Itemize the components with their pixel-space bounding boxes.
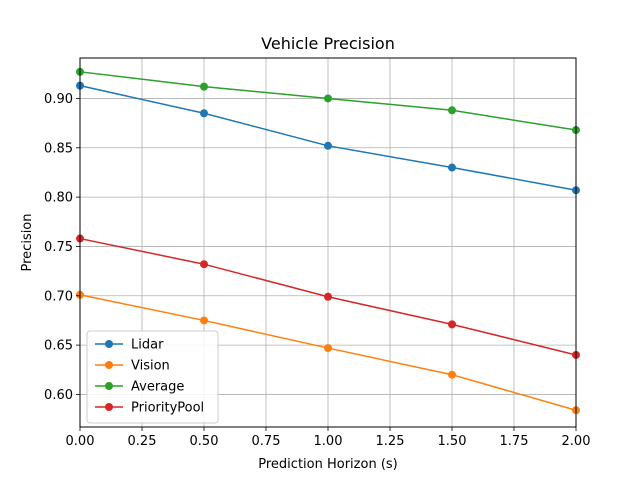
x-axis-label: Prediction Horizon (s) [258, 457, 397, 472]
data-point-average [200, 82, 208, 91]
y-tick-label: 0.75 [44, 240, 73, 255]
y-tick-label: 0.70 [44, 289, 73, 304]
data-point-prioritypool [200, 260, 208, 269]
data-point-vision [324, 344, 332, 353]
legend-marker-vision [105, 361, 113, 369]
series-prioritypool [76, 234, 580, 359]
y-tick-label: 0.90 [44, 92, 73, 107]
y-tick-label: 0.60 [44, 388, 73, 403]
x-tick-label: 0.25 [128, 434, 157, 449]
y-tick-label: 0.65 [44, 339, 73, 354]
legend-label-average: Average [131, 380, 184, 395]
data-point-lidar [324, 141, 332, 150]
data-point-lidar [448, 163, 456, 172]
data-point-vision [200, 316, 208, 325]
legend-marker-average [105, 382, 113, 390]
y-axis: 0.60 0.65 0.70 0.75 0.80 0.85 0.90 [44, 92, 80, 403]
legend-item-lidar: Lidar [95, 338, 164, 353]
x-tick-label: 0.00 [66, 434, 95, 449]
legend-item-vision: Vision [95, 359, 170, 374]
legend: Lidar Vision Average PriorityPool [86, 330, 219, 424]
y-axis-label: Precision [20, 213, 35, 271]
y-tick-label: 0.85 [44, 141, 73, 156]
data-point-lidar [200, 109, 208, 118]
data-point-average [448, 106, 456, 115]
data-point-vision [448, 370, 456, 379]
legend-item-prioritypool: PriorityPool [95, 401, 204, 416]
legend-item-average: Average [95, 380, 184, 395]
x-tick-label: 1.00 [314, 434, 343, 449]
x-tick-label: 0.75 [252, 434, 281, 449]
y-tick-label: 0.80 [44, 191, 73, 206]
x-tick-label: 1.50 [438, 434, 467, 449]
data-point-average [324, 94, 332, 103]
legend-label-vision: Vision [131, 359, 170, 374]
data-point-prioritypool [448, 320, 456, 329]
chart-title: Vehicle Precision [261, 34, 395, 53]
legend-marker-lidar [105, 340, 113, 348]
x-tick-label: 0.50 [190, 434, 219, 449]
legend-label-prioritypool: PriorityPool [131, 401, 204, 416]
x-tick-label: 1.25 [376, 434, 405, 449]
x-tick-label: 2.00 [562, 434, 591, 449]
x-axis: 0.00 0.25 0.50 0.75 1.00 1.25 1.50 1.75 2.00 [66, 427, 591, 449]
legend-box [86, 330, 219, 424]
data-point-prioritypool [324, 292, 332, 301]
x-tick-label: 1.75 [500, 434, 529, 449]
legend-marker-prioritypool [105, 403, 113, 411]
legend-label-lidar: Lidar [131, 338, 164, 353]
